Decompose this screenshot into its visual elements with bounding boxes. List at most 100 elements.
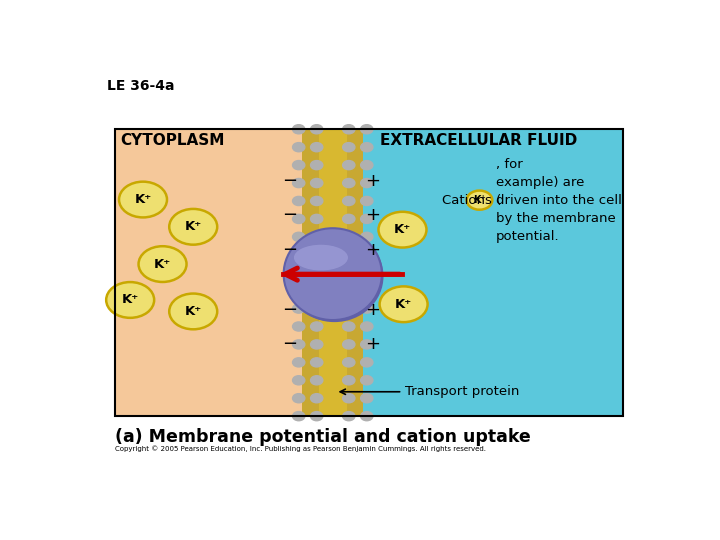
Circle shape [361,268,373,277]
Circle shape [361,197,373,206]
Text: K⁺: K⁺ [473,195,486,205]
Circle shape [292,304,305,313]
Circle shape [343,232,355,241]
Circle shape [310,376,323,385]
Circle shape [310,197,323,206]
Text: , for
example) are
driven into the cell
by the membrane
potential.: , for example) are driven into the cell … [496,158,622,244]
Circle shape [361,286,373,295]
Circle shape [361,304,373,313]
Circle shape [343,394,355,403]
Circle shape [310,160,323,170]
Circle shape [361,178,373,187]
Text: −: − [282,241,297,259]
Text: CYTOPLASM: CYTOPLASM [121,133,225,148]
Ellipse shape [284,228,382,320]
Circle shape [343,178,355,187]
Text: K⁺: K⁺ [154,258,171,271]
Circle shape [310,411,323,421]
Circle shape [292,214,305,224]
FancyBboxPatch shape [302,129,319,416]
Circle shape [343,250,355,259]
Circle shape [292,411,305,421]
Circle shape [343,340,355,349]
Circle shape [343,160,355,170]
Circle shape [361,376,373,385]
Circle shape [292,143,305,152]
Circle shape [361,232,373,241]
Circle shape [310,304,323,313]
Circle shape [292,376,305,385]
Text: +: + [365,335,380,353]
Text: LE 36-4a: LE 36-4a [107,79,174,93]
Circle shape [343,125,355,134]
Circle shape [310,358,323,367]
Circle shape [292,286,305,295]
Circle shape [343,268,355,277]
Circle shape [379,212,426,247]
Circle shape [310,286,323,295]
Text: −: − [282,335,297,353]
Circle shape [310,340,323,349]
FancyBboxPatch shape [319,129,346,416]
Text: K⁺: K⁺ [184,220,202,233]
Circle shape [169,209,217,245]
Text: (a) Membrane potential and cation uptake: (a) Membrane potential and cation uptake [115,428,531,446]
Text: EXTRACELLULAR FLUID: EXTRACELLULAR FLUID [380,133,577,148]
Circle shape [467,191,492,210]
Circle shape [361,250,373,259]
Circle shape [361,214,373,224]
Text: +: + [365,241,380,259]
Circle shape [292,250,305,259]
Circle shape [310,250,323,259]
Circle shape [292,340,305,349]
Circle shape [343,214,355,224]
FancyBboxPatch shape [115,129,302,416]
Circle shape [310,143,323,152]
Circle shape [343,143,355,152]
Circle shape [343,411,355,421]
Circle shape [292,160,305,170]
Circle shape [379,286,428,322]
Circle shape [343,286,355,295]
Text: Cations (: Cations ( [441,194,505,207]
Circle shape [343,197,355,206]
Circle shape [310,125,323,134]
Ellipse shape [294,245,348,271]
Circle shape [310,394,323,403]
Circle shape [292,322,305,331]
Circle shape [310,322,323,331]
Circle shape [310,232,323,241]
Circle shape [292,178,305,187]
Text: K⁺: K⁺ [184,305,202,318]
Text: −: − [282,206,297,224]
Circle shape [343,304,355,313]
Circle shape [361,340,373,349]
Text: −: − [282,172,297,190]
Text: Copyright © 2005 Pearson Education, Inc. Publishing as Pearson Benjamin Cummings: Copyright © 2005 Pearson Education, Inc.… [115,446,486,452]
Text: Transport protein: Transport protein [340,385,520,399]
Text: +: + [365,206,380,224]
Circle shape [361,411,373,421]
FancyBboxPatch shape [346,129,364,416]
Text: K⁺: K⁺ [395,298,413,310]
Circle shape [310,178,323,187]
Circle shape [361,322,373,331]
Circle shape [343,376,355,385]
Circle shape [310,268,323,277]
Circle shape [292,197,305,206]
Circle shape [361,394,373,403]
FancyBboxPatch shape [364,129,623,416]
Text: K⁺: K⁺ [122,293,139,307]
Circle shape [310,214,323,224]
Ellipse shape [285,230,384,322]
Circle shape [361,358,373,367]
Text: −: − [282,301,297,319]
Circle shape [106,282,154,318]
Circle shape [343,358,355,367]
Circle shape [343,322,355,331]
Circle shape [138,246,186,282]
Text: K⁺: K⁺ [135,193,152,206]
Circle shape [292,268,305,277]
Circle shape [292,358,305,367]
Text: K⁺: K⁺ [394,223,411,236]
